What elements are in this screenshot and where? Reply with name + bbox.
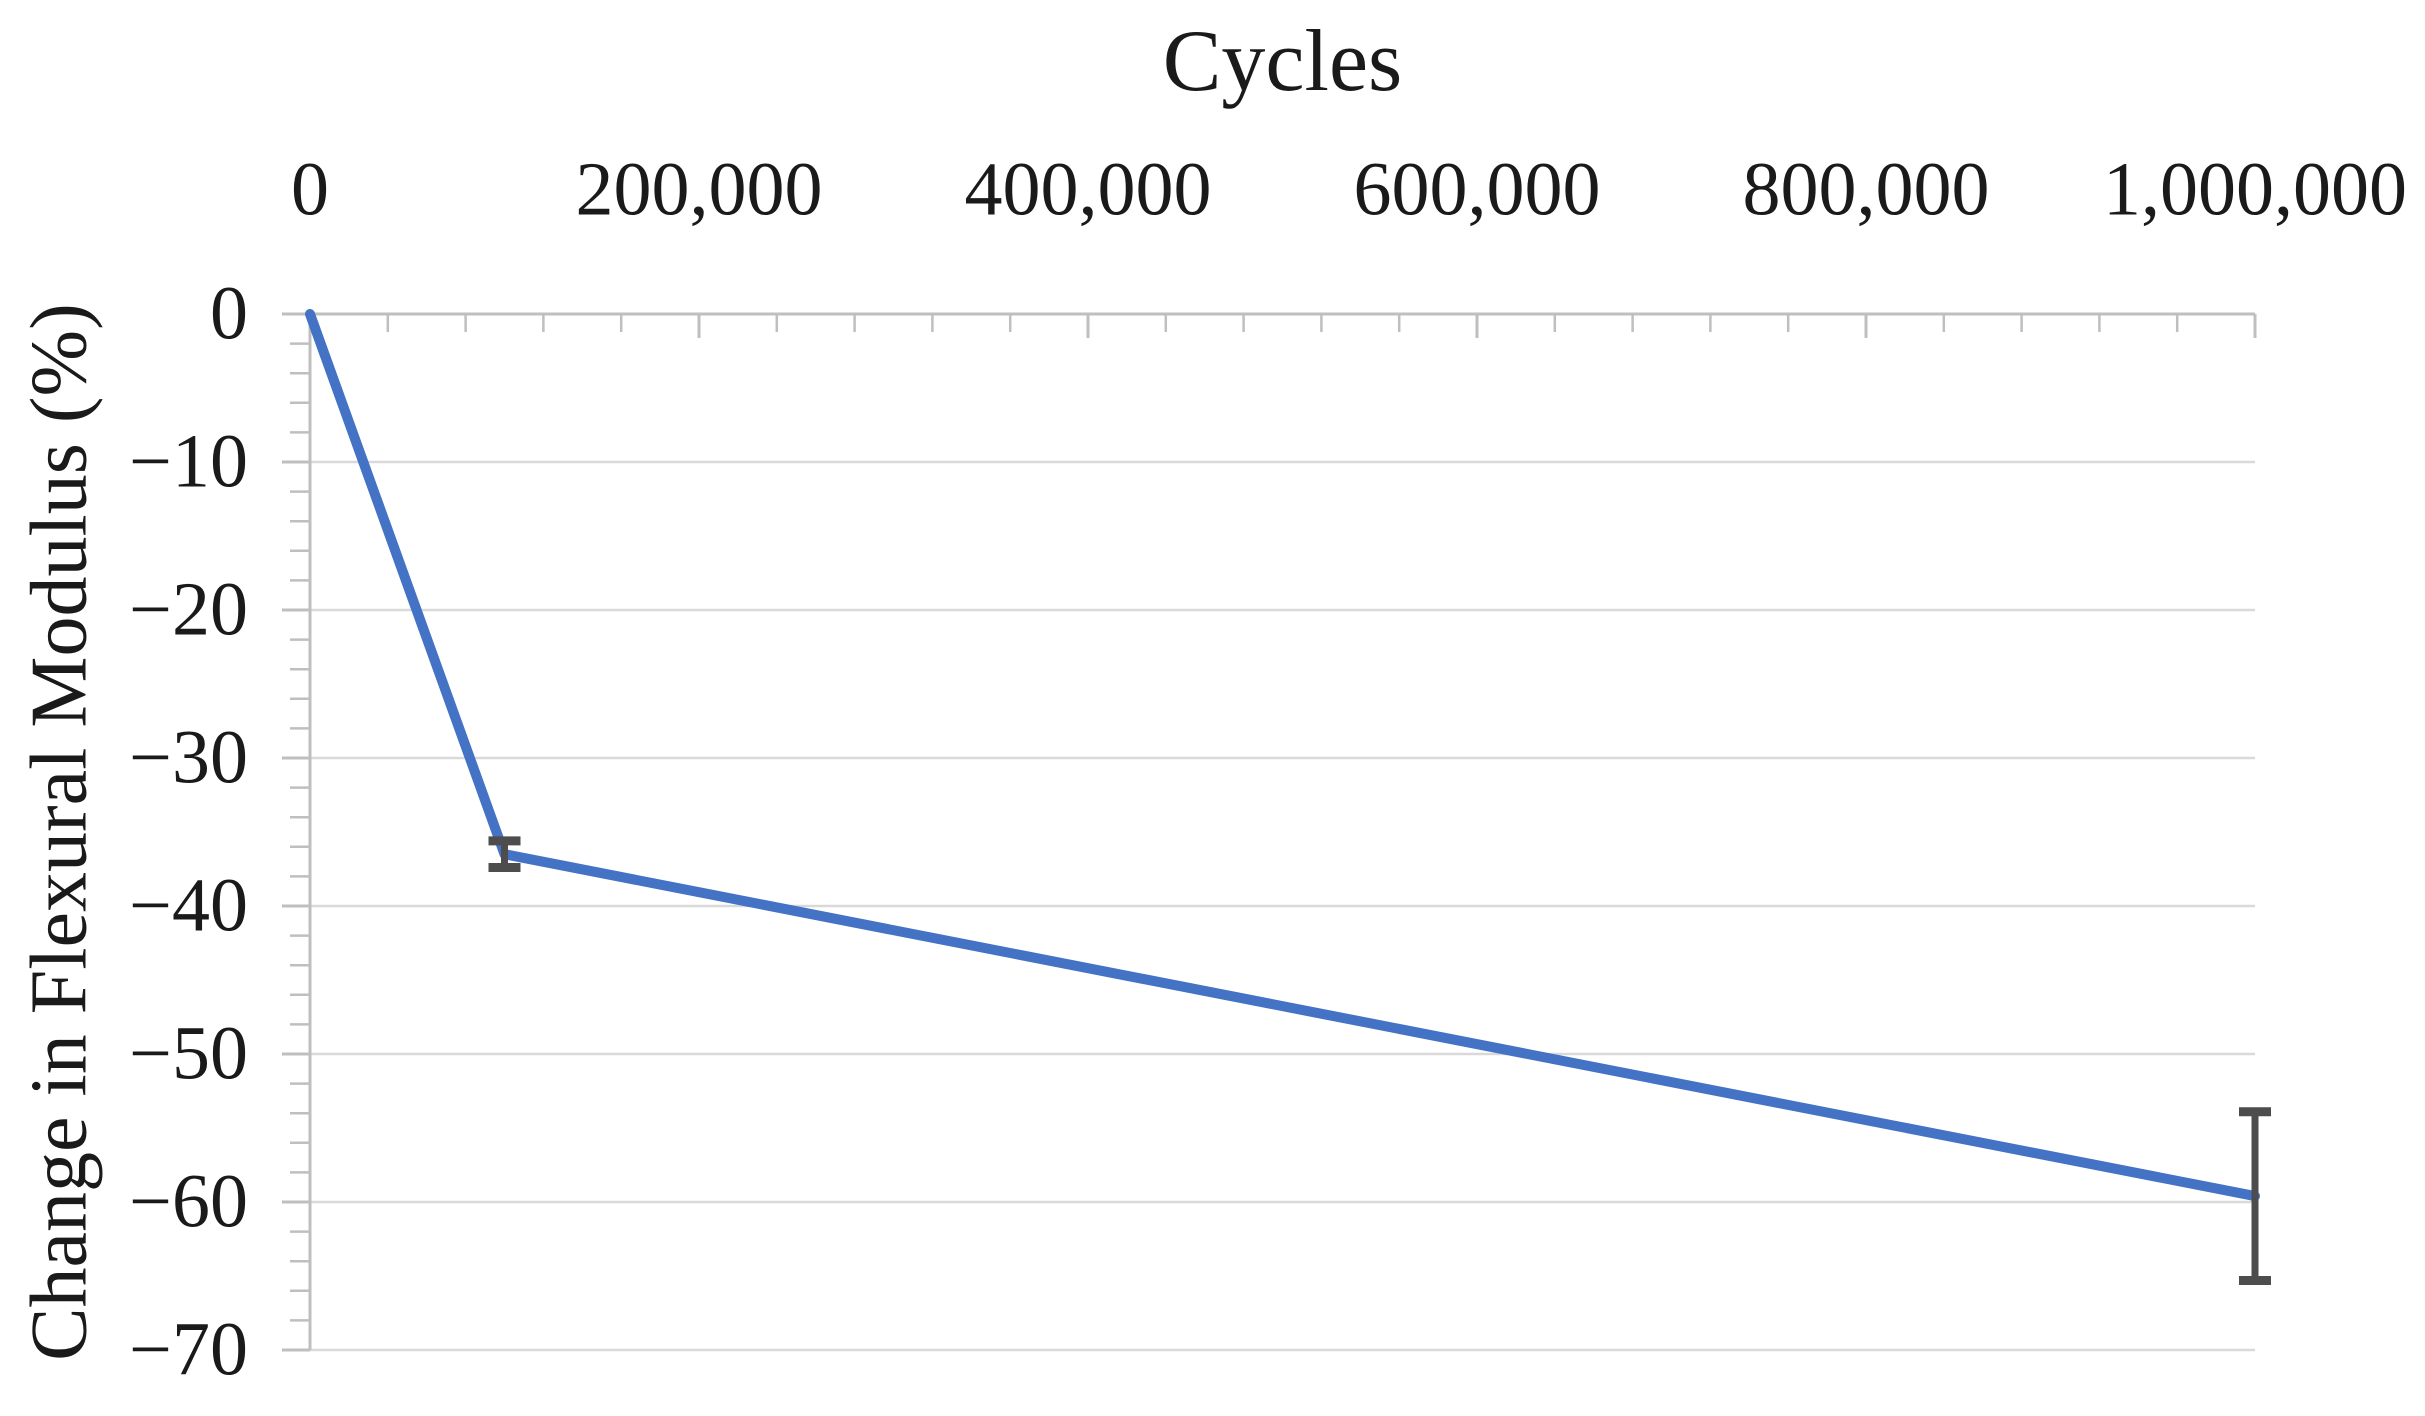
x-tick-label: 800,000 xyxy=(1742,147,1990,232)
series-line xyxy=(305,309,2260,1202)
y-tick-label: −40 xyxy=(129,863,248,948)
y-tick-label: −50 xyxy=(129,1011,248,1096)
x-tick-label: 1,000,000 xyxy=(2103,147,2407,232)
y-tick-label: −20 xyxy=(129,567,248,652)
x-tick-label: 0 xyxy=(291,147,329,232)
y-tick-label: −30 xyxy=(129,715,248,800)
y-tick-label: −60 xyxy=(129,1159,248,1244)
x-tick-label: 600,000 xyxy=(1353,147,1601,232)
x-axis-title: Cycles xyxy=(1162,13,1403,110)
x-tick-label: 400,000 xyxy=(964,147,1212,232)
y-tick-label: −70 xyxy=(129,1307,248,1392)
y-tick-label: 0 xyxy=(210,271,248,356)
x-tick-label: 200,000 xyxy=(575,147,823,232)
y-tick-label: −10 xyxy=(129,419,248,504)
